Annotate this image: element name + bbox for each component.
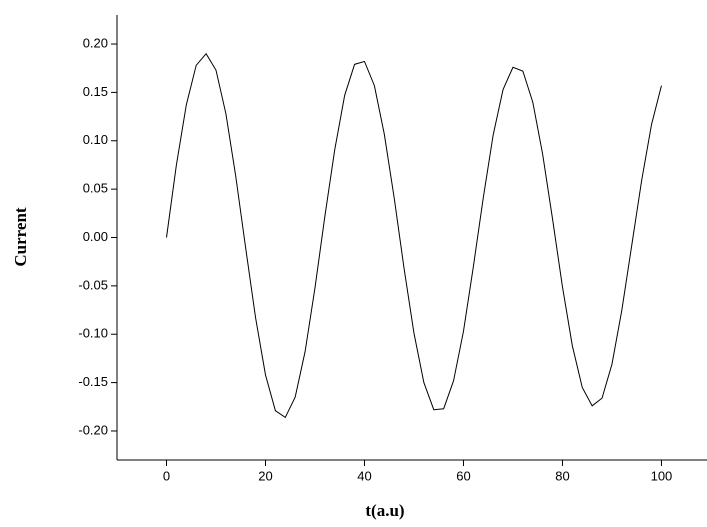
y-tick-label: 0.20 — [83, 35, 108, 50]
y-axis-label: Current — [11, 207, 30, 267]
x-tick-label: 60 — [456, 468, 470, 483]
x-axis-label: t(a.u) — [365, 501, 404, 520]
y-tick-label: 0.05 — [83, 181, 108, 196]
x-tick-label: 20 — [258, 468, 272, 483]
y-tick-label: 0.10 — [83, 132, 108, 147]
y-tick-label: -0.20 — [78, 422, 108, 437]
y-tick-label: -0.10 — [78, 326, 108, 341]
x-tick-label: 100 — [651, 468, 673, 483]
y-tick-label: 0.00 — [83, 229, 108, 244]
x-tick-label: 0 — [163, 468, 170, 483]
y-tick-label: 0.15 — [83, 84, 108, 99]
data-line — [166, 52, 662, 419]
x-tick-label: 80 — [555, 468, 569, 483]
y-tick-label: -0.15 — [78, 374, 108, 389]
x-tick-label: 40 — [357, 468, 371, 483]
y-tick-label: -0.05 — [78, 277, 108, 292]
